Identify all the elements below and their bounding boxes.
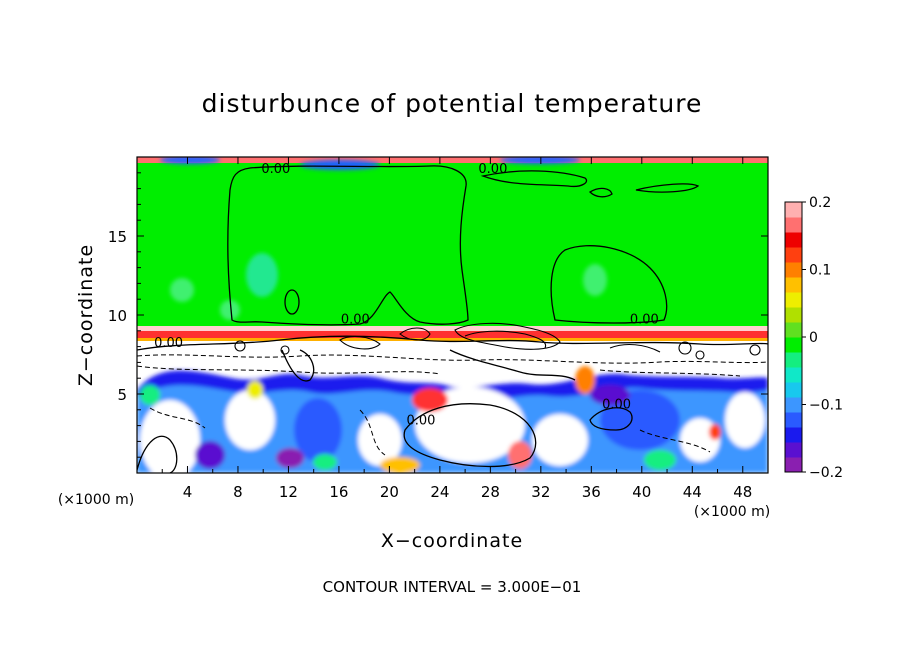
colorbar-swatch: [785, 442, 802, 458]
colorbar-swatch: [785, 427, 802, 443]
colorbar-swatch: [785, 322, 802, 338]
colorbar-swatch: [785, 457, 802, 473]
x-tick-label: 24: [430, 483, 449, 501]
colorbar-swatch: [785, 292, 802, 308]
x-tick-label: 36: [582, 483, 601, 501]
colorbar-ticks: 0.2 0.1 0 −0.1 −0.2: [802, 195, 843, 481]
x-tick-label: 8: [233, 483, 243, 501]
contour-label: 0.00: [406, 413, 435, 428]
x-tick-label: 4: [183, 483, 193, 501]
contour-label: 0.00: [261, 162, 290, 177]
y-tick-label: 5: [117, 386, 127, 404]
y-tick-label: 10: [108, 307, 127, 325]
colorbar-tick-label: −0.1: [809, 398, 843, 414]
x-tick-label: 28: [481, 483, 500, 501]
colorbar-swatch: [785, 397, 802, 413]
x-unit-label: (×1000 m): [694, 504, 770, 520]
contour-label: 0.00: [478, 162, 507, 177]
x-axis-ticks: 4 8 12 16 20 24 28 32 36 40 44 48: [161, 157, 752, 501]
colorbar-swatch: [785, 352, 802, 368]
z-unit-label: (×1000 m): [58, 492, 134, 508]
colorbar-swatch: [785, 337, 802, 353]
colorbar-swatch: [785, 412, 802, 428]
upper-layer-region: [137, 157, 768, 332]
colorbar-swatch: [785, 217, 802, 233]
x-tick-label: 40: [632, 483, 651, 501]
colorbar-swatch: [785, 232, 802, 248]
colorbar-tick-label: −0.2: [809, 465, 843, 481]
x-tick-label: 48: [733, 483, 752, 501]
contour-interval-note: CONTOUR INTERVAL = 3.000E−01: [323, 578, 582, 596]
y-tick-label: 15: [108, 228, 127, 246]
colorbar-tick-label: 0: [809, 330, 818, 346]
colorbar-tick-label: 0.1: [809, 263, 831, 279]
contour-labels: 0.00 0.00 0.00 0.00 0.00 0.00 0.00: [154, 162, 659, 428]
inversion-band-core: [137, 331, 768, 338]
y-axis-ticks: 5 10 15: [108, 172, 768, 458]
colorbar-swatch: [785, 382, 802, 398]
contour-label: 0.00: [341, 312, 370, 327]
chart-title: disturbunce of potential temperature: [202, 89, 703, 118]
colorbar-swatch: [785, 202, 802, 218]
x-tick-label: 12: [279, 483, 298, 501]
x-tick-label: 16: [329, 483, 348, 501]
colorbar-swatch: [785, 367, 802, 383]
colorbar-tick-label: 0.2: [809, 195, 831, 211]
x-tick-label: 44: [683, 483, 702, 501]
colorbar-swatch: [785, 247, 802, 263]
y-axis-label: Z−coordinate: [75, 244, 97, 386]
contour-label: 0.00: [602, 398, 631, 413]
colorbar-swatch: [785, 262, 802, 278]
contour-label: 0.00: [154, 336, 183, 351]
x-tick-label: 32: [531, 483, 550, 501]
top-band-region: [137, 157, 768, 163]
plot-area: [137, 157, 768, 473]
x-axis-label: X−coordinate: [381, 530, 523, 552]
colorbar-swatch: [785, 277, 802, 293]
inversion-band-region: [137, 326, 768, 331]
x-tick-label: 20: [380, 483, 399, 501]
colorbar-swatch: [785, 307, 802, 323]
colorbar: [784, 201, 803, 473]
contour-label: 0.00: [630, 312, 659, 327]
